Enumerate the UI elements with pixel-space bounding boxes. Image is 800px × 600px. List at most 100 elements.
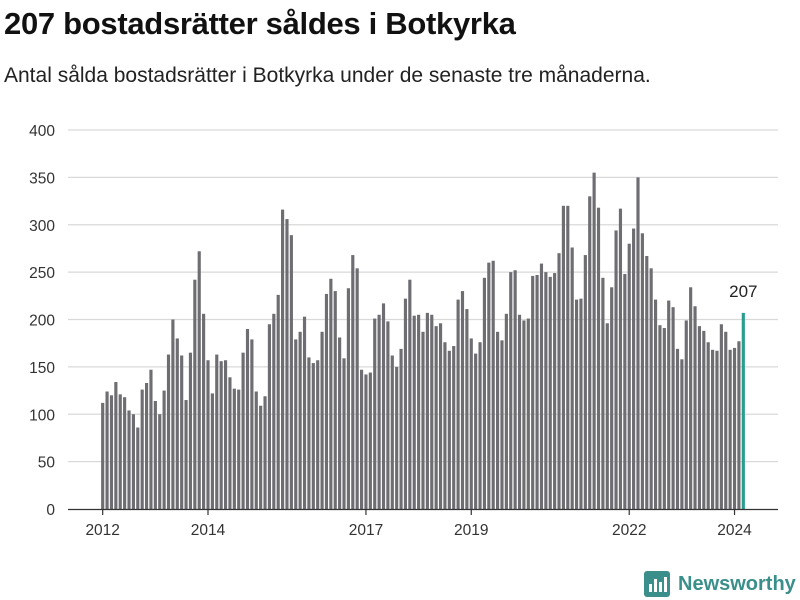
bar — [478, 342, 482, 509]
bar — [566, 205, 570, 510]
bar — [346, 288, 350, 509]
bar — [131, 414, 135, 509]
bar — [640, 233, 644, 509]
bar — [491, 260, 495, 509]
bar — [570, 247, 574, 510]
bar — [610, 287, 614, 509]
bar — [421, 331, 425, 509]
chart-title: 207 bostadsrätter såldes i Botkyrka — [4, 6, 516, 41]
bar — [425, 312, 429, 509]
bar — [614, 230, 618, 509]
bar — [689, 287, 693, 509]
bar — [553, 273, 557, 509]
bar — [206, 360, 210, 509]
bar — [430, 314, 434, 509]
y-tick-label: 150 — [29, 360, 55, 377]
bar — [333, 291, 337, 509]
bar — [632, 228, 636, 510]
bar — [649, 268, 653, 509]
bar — [574, 299, 579, 509]
bar — [434, 326, 438, 509]
y-tick-label: 250 — [29, 265, 55, 282]
bar — [263, 396, 267, 509]
y-tick-label: 100 — [29, 407, 55, 424]
bar — [645, 256, 649, 509]
bar — [535, 274, 539, 509]
bar — [223, 360, 228, 509]
bar — [719, 324, 723, 509]
bar — [210, 393, 214, 509]
bar — [412, 315, 416, 509]
bar — [228, 377, 232, 509]
x-tick-label: 2017 — [349, 522, 383, 539]
bar — [579, 298, 583, 509]
bar — [517, 314, 522, 509]
bar — [259, 405, 263, 509]
bar — [513, 270, 517, 509]
bar — [144, 382, 149, 509]
bar — [561, 205, 565, 510]
bar — [232, 388, 236, 509]
bar — [474, 353, 478, 509]
bar — [307, 357, 311, 509]
bar — [496, 331, 500, 509]
bar — [399, 348, 403, 509]
bar — [452, 346, 456, 509]
bar — [171, 319, 175, 509]
bar — [675, 348, 680, 509]
x-tick-label: 2019 — [454, 522, 488, 539]
bar — [500, 340, 504, 509]
bar — [482, 277, 487, 509]
bar — [658, 325, 662, 509]
bar — [662, 328, 666, 509]
x-tick-label: 2024 — [717, 522, 752, 539]
newsworthy-logo[interactable]: Newsworthy — [644, 568, 796, 600]
bar — [403, 298, 408, 509]
bar — [680, 359, 684, 509]
bar — [544, 272, 548, 509]
bar — [184, 400, 188, 509]
bar — [114, 382, 118, 509]
bar — [118, 394, 122, 509]
bar — [342, 358, 346, 509]
bar — [697, 326, 702, 509]
x-tick-label: 2014 — [191, 522, 226, 539]
x-axis: 2012 2014 2017 2019 2022 2024 — [68, 508, 778, 539]
newsworthy-logo-icon — [644, 571, 670, 597]
bar — [526, 318, 530, 509]
y-tick-label: 400 — [29, 123, 55, 140]
bar — [706, 342, 710, 509]
brand-name: Newsworthy — [678, 572, 796, 595]
bar — [386, 321, 390, 509]
bar — [219, 361, 223, 509]
bar — [197, 251, 201, 509]
bar — [724, 331, 728, 509]
bar — [456, 299, 460, 509]
x-tick-label: 2012 — [85, 522, 119, 539]
bar — [395, 366, 399, 509]
bar — [105, 391, 109, 509]
bar — [408, 279, 412, 509]
bar — [162, 390, 166, 509]
bar — [272, 313, 276, 509]
bar — [711, 349, 715, 509]
bar — [596, 207, 601, 509]
bar — [127, 410, 131, 509]
bar — [215, 354, 219, 509]
y-tick-label: 0 — [46, 502, 55, 519]
y-axis-ticks: 0 50 100 150 200 250 300 350 400 — [29, 123, 55, 519]
y-tick-label: 350 — [29, 170, 55, 187]
bar — [355, 268, 359, 509]
bar — [180, 355, 184, 509]
bar — [684, 320, 688, 509]
bar — [592, 172, 596, 509]
bar — [636, 177, 640, 509]
bar — [368, 372, 372, 509]
bar — [351, 255, 355, 509]
bar — [438, 323, 443, 509]
bar — [548, 276, 552, 509]
bar — [728, 349, 732, 509]
bar — [298, 331, 302, 509]
bar — [241, 352, 245, 509]
